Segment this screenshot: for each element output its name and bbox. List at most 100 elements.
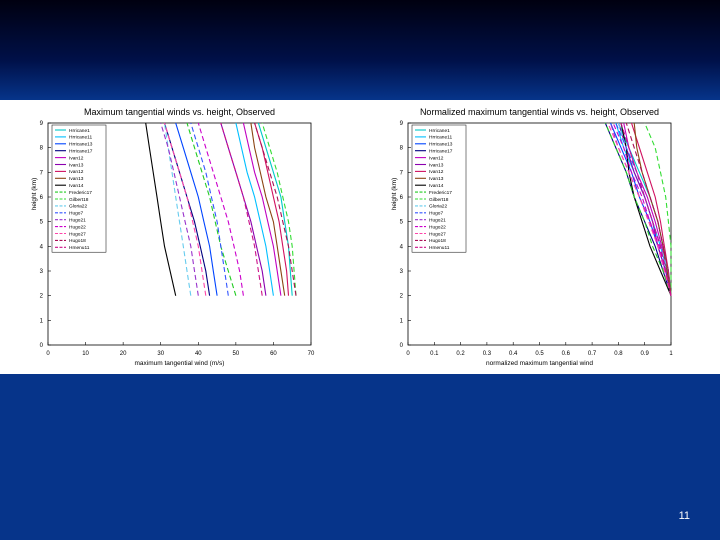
y-axis-label: height (km) — [31, 178, 38, 211]
series-line — [257, 122, 293, 296]
legend-label: Hugo21 — [69, 218, 86, 224]
y-tick-label: 8 — [400, 146, 404, 152]
chart-title: Maximum tangential winds vs. height, Obs… — [84, 107, 275, 117]
legend-label: Hmenu11 — [69, 245, 90, 251]
chart-svg-left: Maximum tangential winds vs. height, Obs… — [31, 107, 315, 367]
y-tick-label: 5 — [40, 220, 44, 226]
chart-normalized-winds: Normalized maximum tangential winds vs. … — [360, 100, 720, 374]
series-line — [254, 122, 297, 296]
y-tick-label: 6 — [40, 195, 44, 201]
x-tick-label: 30 — [157, 351, 164, 357]
page-number: 11 — [678, 510, 690, 522]
series-line — [163, 122, 192, 296]
legend-label: Frederic17 — [429, 190, 452, 196]
y-tick-label: 4 — [40, 244, 44, 250]
x-tick-label: 70 — [308, 351, 315, 357]
y-axis-label: height (km) — [391, 178, 398, 211]
legend-label: Ivan12 — [69, 169, 84, 175]
x-tick-label: 0.5 — [535, 351, 544, 357]
legend-label: Hugo7 — [69, 211, 83, 217]
series-line — [145, 122, 177, 296]
legend-label: Gilbert18 — [69, 197, 89, 203]
y-tick-label: 7 — [400, 170, 404, 176]
y-tick-label: 4 — [400, 244, 404, 250]
series-line — [620, 122, 672, 296]
legend-label: Ivan14 — [69, 183, 84, 189]
x-tick-label: 0.9 — [641, 351, 650, 357]
legend-label: Hmenu11 — [429, 245, 450, 251]
series-line — [609, 122, 672, 296]
x-tick-label: 50 — [233, 351, 240, 357]
legend-label: Hrricane13 — [69, 142, 93, 148]
y-tick-label: 5 — [400, 220, 404, 226]
legend-label: Hrricane1 — [429, 128, 450, 134]
x-tick-label: 0.3 — [483, 351, 492, 357]
legend-label: Hugo27 — [69, 231, 86, 237]
legend-label: Ivan13 — [69, 176, 84, 182]
x-tick-label: 40 — [195, 351, 202, 357]
x-tick-label: 0.1 — [430, 351, 439, 357]
y-tick-label: 7 — [40, 170, 44, 176]
y-tick-label: 0 — [40, 343, 44, 349]
series-line — [625, 122, 672, 296]
legend-label: Frederic17 — [69, 190, 92, 196]
legend-box — [411, 124, 467, 253]
series-line — [190, 122, 229, 296]
x-axis-label: maximum tangential wind (m/s) — [135, 360, 225, 367]
x-tick-label: 0.4 — [509, 351, 518, 357]
series-line — [160, 122, 199, 296]
y-tick-label: 8 — [40, 146, 44, 152]
series-line — [612, 122, 672, 296]
legend-label: Hugo22 — [429, 224, 446, 230]
series-line — [254, 122, 290, 296]
legend-label: Hrricane11 — [429, 135, 452, 141]
legend-label: Ivan13 — [69, 162, 84, 168]
x-tick-label: 0.7 — [588, 351, 597, 357]
y-tick-label: 0 — [400, 343, 404, 349]
series-line — [186, 122, 237, 296]
y-tick-label: 9 — [40, 121, 44, 127]
legend-label: Hrricane11 — [69, 135, 92, 141]
chart-max-tangential-winds: Maximum tangential winds vs. height, Obs… — [0, 100, 360, 374]
y-tick-label: 2 — [400, 294, 404, 300]
y-tick-label: 6 — [400, 195, 404, 201]
series-line — [630, 122, 672, 296]
y-tick-label: 1 — [40, 318, 44, 324]
legend-label: Ivan14 — [429, 183, 444, 189]
legend-label: Hugo27 — [429, 231, 446, 237]
legend-label: Hrricane1 — [69, 128, 90, 134]
legend-label: Hugo18 — [429, 238, 446, 244]
series-line — [220, 122, 263, 296]
x-tick-label: 0 — [46, 351, 50, 357]
legend-label: Ivan12 — [429, 155, 444, 161]
legend-label: Ivan12 — [69, 155, 84, 161]
x-tick-label: 0.6 — [562, 351, 571, 357]
x-tick-label: 20 — [120, 351, 127, 357]
series-line — [242, 122, 282, 296]
plot-area — [47, 122, 312, 346]
legend-label: Hugo7 — [429, 211, 443, 217]
legend-label: Gloria22 — [429, 204, 447, 210]
x-tick-label: 60 — [270, 351, 277, 357]
series-line — [607, 122, 672, 296]
series-line — [620, 122, 672, 296]
y-tick-label: 2 — [40, 294, 44, 300]
y-tick-label: 3 — [400, 269, 404, 275]
series-line — [261, 122, 297, 296]
chart-svg-right: Normalized maximum tangential winds vs. … — [391, 107, 673, 367]
legend-label: Ivan12 — [429, 169, 444, 175]
series-line — [235, 122, 274, 296]
series-line — [644, 122, 672, 296]
x-tick-label: 1 — [669, 351, 673, 357]
series-line — [609, 122, 672, 296]
y-tick-label: 1 — [400, 318, 404, 324]
figure-panel — [0, 100, 720, 374]
series-line — [250, 122, 286, 296]
x-tick-label: 0 — [406, 351, 410, 357]
legend-label: Hrricane17 — [429, 149, 453, 155]
legend-label: Hrricane13 — [429, 142, 453, 148]
x-tick-label: 0.2 — [456, 351, 465, 357]
series-line — [197, 122, 244, 296]
y-tick-label: 3 — [40, 269, 44, 275]
legend-box — [51, 124, 107, 253]
